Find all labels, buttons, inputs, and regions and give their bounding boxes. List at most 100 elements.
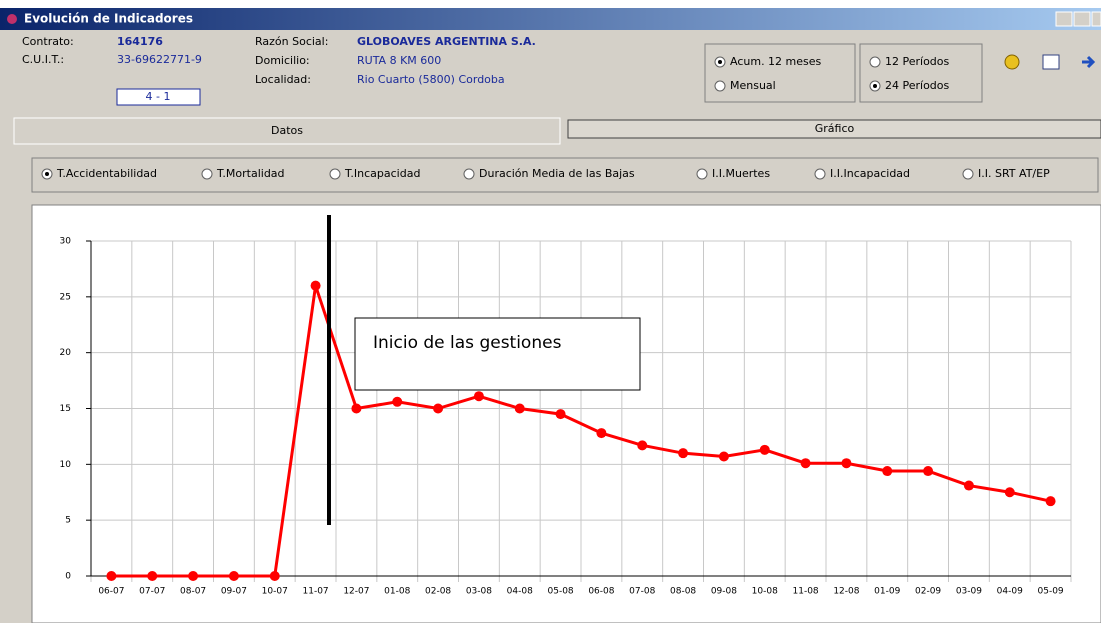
window-title: Evolución de Indicadores — [24, 12, 193, 26]
mode-group — [704, 43, 856, 103]
point — [923, 466, 934, 477]
x-tick-label: 01-08 — [384, 587, 410, 597]
field-label: Contrato: — [22, 35, 74, 48]
point — [596, 428, 607, 439]
field-value: RUTA 8 KM 600 — [357, 54, 441, 67]
mode-radio[interactable] — [714, 80, 726, 92]
period-label: 12 Períodos — [885, 55, 950, 68]
point — [147, 571, 158, 581]
y-tick-label: 25 — [60, 292, 71, 302]
mode-label: Mensual — [730, 79, 776, 92]
point — [963, 480, 974, 491]
field-label: Domicilio: — [255, 54, 310, 67]
x-tick-label: 12-07 — [343, 587, 369, 597]
field-value: 33-69622771-9 — [117, 53, 202, 66]
x-tick-label: 05-08 — [548, 587, 574, 597]
point — [433, 403, 444, 414]
indicator-radio-dot — [45, 172, 49, 176]
point — [188, 571, 199, 581]
x-tick-label: 12-08 — [833, 587, 859, 597]
x-tick-label: 03-09 — [956, 587, 982, 597]
x-tick-label: 09-08 — [711, 587, 737, 597]
tab-label: Datos — [271, 124, 303, 137]
code-box — [116, 88, 201, 106]
field-label: Razón Social: — [255, 35, 328, 48]
tab[interactable] — [13, 117, 561, 145]
x-tick-label: 02-08 — [425, 587, 451, 597]
point — [473, 391, 484, 402]
point — [1004, 487, 1015, 498]
chart-area — [31, 204, 1101, 623]
x-tick-label: 11-08 — [793, 587, 819, 597]
series-line — [111, 285, 1051, 578]
indicator-radio[interactable] — [962, 168, 974, 180]
tab-label: Gráfico — [815, 122, 855, 135]
point — [882, 466, 893, 477]
help-icon[interactable] — [1004, 54, 1020, 70]
indicator-label: I.I.Incapacidad — [830, 167, 910, 180]
point — [269, 571, 280, 581]
field-value: 164176 — [117, 35, 163, 48]
field-value: GLOBOAVES ARGENTINA S.A. — [357, 35, 536, 48]
x-tick-label: 06-07 — [98, 587, 124, 597]
indicator-radio[interactable] — [201, 168, 213, 180]
app-icon — [7, 14, 17, 24]
x-tick-label: 08-07 — [180, 587, 206, 597]
top-margin — [0, 0, 1101, 8]
exit-icon[interactable] — [1082, 55, 1096, 69]
x-tick-label: 06-08 — [588, 587, 614, 597]
x-tick-label: 10-08 — [752, 587, 778, 597]
indicator-radio[interactable] — [814, 168, 826, 180]
indicator-label: Duración Media de las Bajas — [479, 167, 635, 180]
close-button[interactable] — [1091, 11, 1101, 27]
title-bar — [0, 8, 1101, 30]
print-icon[interactable] — [1042, 54, 1060, 70]
period-label: 24 Períodos — [885, 79, 950, 92]
indicator-label: I.I.Muertes — [712, 167, 770, 180]
annotation-text: Inicio de las gestiones — [373, 333, 562, 353]
mode-radio-dot — [718, 60, 722, 64]
indicator-label: T.Accidentabilidad — [56, 167, 157, 180]
x-tick-label: 03-08 — [466, 587, 492, 597]
period-group — [859, 43, 983, 103]
point — [678, 448, 689, 459]
indicator-radio[interactable] — [463, 168, 475, 180]
x-tick-label: 07-07 — [139, 587, 165, 597]
point — [637, 440, 648, 451]
point — [555, 409, 566, 420]
point — [514, 403, 525, 414]
indicator-label: T.Mortalidad — [216, 167, 285, 180]
indicator-radio[interactable] — [696, 168, 708, 180]
point — [718, 451, 729, 462]
x-tick-label: 10-07 — [262, 587, 288, 597]
field-label: Localidad: — [255, 73, 311, 86]
maximize-button[interactable] — [1073, 11, 1091, 27]
y-tick-label: 20 — [60, 348, 72, 358]
point — [841, 458, 852, 469]
x-tick-label: 09-07 — [221, 587, 247, 597]
field-label: C.U.I.T.: — [22, 53, 64, 66]
minimize-button[interactable] — [1055, 11, 1073, 27]
point — [392, 396, 403, 407]
point — [228, 571, 239, 581]
point — [759, 444, 770, 455]
x-tick-label: 05-09 — [1038, 587, 1064, 597]
period-radio[interactable] — [869, 56, 881, 68]
tab[interactable] — [567, 119, 1101, 139]
x-tick-label: 04-09 — [997, 587, 1023, 597]
x-tick-label: 08-08 — [670, 587, 696, 597]
indicator-radio[interactable] — [329, 168, 341, 180]
y-tick-label: 0 — [65, 572, 71, 582]
x-tick-label: 07-08 — [629, 587, 655, 597]
y-tick-label: 5 — [65, 516, 71, 526]
period-radio-dot — [873, 84, 877, 88]
x-tick-label: 11-07 — [303, 587, 329, 597]
indicator-label: T.Incapacidad — [344, 167, 420, 180]
point — [310, 280, 321, 291]
y-tick-label: 10 — [60, 460, 72, 470]
code-value: 4 - 1 — [146, 90, 171, 103]
x-tick-label: 01-09 — [874, 587, 900, 597]
x-tick-label: 04-08 — [507, 587, 533, 597]
annotation-box — [354, 317, 641, 391]
